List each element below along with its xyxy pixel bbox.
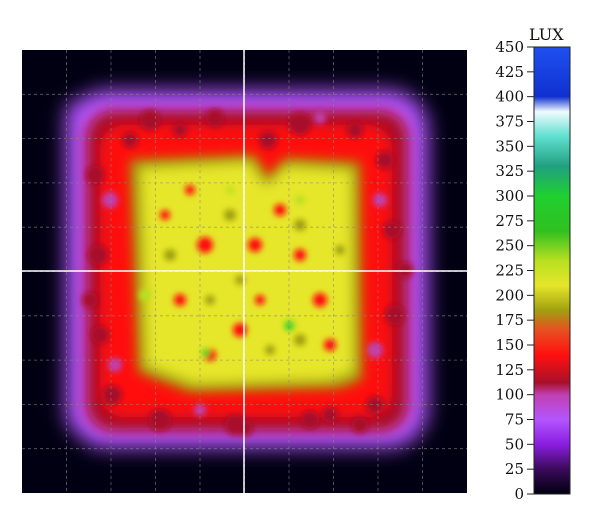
heatmap-spot	[206, 109, 224, 127]
crosshair	[22, 50, 467, 493]
heatmap-core-intrusions	[139, 185, 345, 361]
colorbar-tick-label: 325	[495, 162, 524, 180]
heatmap-spot	[397, 262, 413, 278]
colorbar-tick-label: 200	[495, 286, 524, 304]
colorbar-tick-label: 250	[495, 237, 524, 255]
heatmap-spot	[224, 209, 236, 221]
colorbar-tick-label: 300	[495, 187, 524, 205]
heatmap-spot	[367, 342, 383, 358]
colorbar-tick-label: 25	[505, 460, 524, 478]
heatmap-spot	[376, 151, 394, 169]
heatmap-spot	[248, 238, 262, 252]
heatmap-spot	[301, 411, 319, 429]
heatmap-spot	[91, 326, 109, 344]
heatmap-spot	[352, 417, 368, 433]
heatmap-spot	[88, 245, 108, 265]
heatmap-spot	[314, 112, 326, 124]
heatmap-level-yellow	[140, 162, 354, 384]
colorbar-tick-label: 350	[495, 137, 524, 155]
heatmap-spot	[235, 275, 245, 285]
heatmap-spot	[205, 295, 215, 305]
colorbar-unit-label: LUX	[529, 25, 564, 44]
heatmap-spot	[174, 294, 186, 306]
heatmap-spot	[289, 113, 311, 135]
colorbar-tick-label: 75	[505, 411, 524, 429]
heatmap-spot	[274, 204, 286, 216]
colorbar-tick-label: 375	[495, 113, 524, 131]
colorbar-gradient	[533, 46, 571, 495]
heatmap-spot	[335, 245, 345, 255]
heatmap-spot	[86, 166, 104, 184]
heatmap-spot	[173, 123, 187, 137]
heatmap-spot	[160, 210, 170, 220]
heatmap-spot	[226, 186, 234, 194]
colorbar-tick-label: 225	[495, 262, 524, 280]
heatmap-spot	[164, 249, 176, 261]
colorbar-tick-label: 0	[514, 485, 524, 503]
colorbar-ticks: 4504254003753503253002752502252001751501…	[495, 38, 534, 503]
heatmap-spot	[259, 131, 277, 149]
colorbar-tick-label: 400	[495, 88, 524, 106]
heatmap-spot	[237, 420, 253, 436]
heatmap-spot	[140, 110, 160, 130]
colorbar-tick-label: 125	[495, 361, 524, 379]
heatmap-spot	[322, 407, 338, 423]
heatmap-spot	[265, 345, 275, 355]
heatmap-spot	[294, 249, 306, 261]
colorbar-tick-label: 425	[495, 63, 524, 81]
heatmap-spot	[149, 409, 171, 431]
heatmap-spot	[295, 195, 305, 205]
colorbar-tick-label: 450	[495, 38, 524, 56]
colorbar-tick-label: 275	[495, 212, 524, 230]
heatmap-spot	[102, 192, 118, 208]
heatmap-spot	[313, 293, 327, 307]
heatmap-red-speckles	[82, 109, 413, 436]
heatmap-spot	[122, 132, 138, 148]
heatmap-spot	[82, 292, 98, 308]
heatmap-spot	[366, 396, 384, 414]
colorbar-tick-label: 50	[505, 435, 524, 453]
heatmap-spot	[139, 289, 151, 301]
colorbar-tick-label: 150	[495, 336, 524, 354]
heatmap-spot	[255, 295, 265, 305]
colorbar-tick-label: 175	[495, 311, 524, 329]
heatmap-spot	[185, 185, 195, 195]
heatmap-region	[140, 162, 354, 384]
heatmap-spot	[197, 237, 213, 253]
heatmap-spot	[347, 122, 363, 138]
heatmap-spot	[383, 221, 401, 239]
heatmap-spot	[102, 385, 122, 405]
heatmap-spot	[373, 193, 387, 207]
heatmap-spot	[108, 358, 122, 372]
heatmap-spot	[294, 334, 306, 346]
colorbar-tick-label: 100	[495, 386, 524, 404]
heatmap-spot	[294, 219, 306, 231]
heatmap-spot	[203, 350, 209, 356]
heatmap-spot	[324, 339, 336, 351]
heatmap-spot	[385, 305, 405, 325]
